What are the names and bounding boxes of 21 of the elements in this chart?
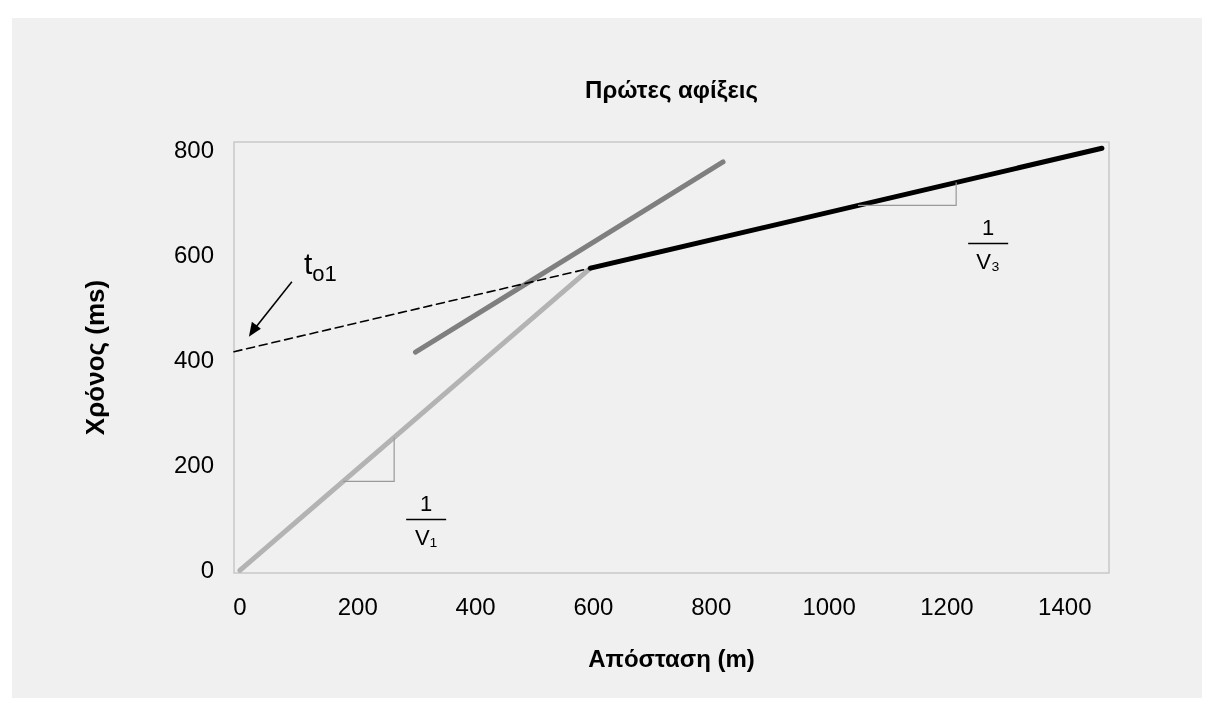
annotation: 1: [420, 491, 433, 517]
y-tick-label: 0: [200, 556, 214, 584]
x-tick-label: 400: [455, 593, 496, 620]
annotation: V₁: [415, 525, 438, 551]
annotation: t$_{o1}$: [303, 246, 337, 286]
x-tick-label: 800: [691, 593, 732, 620]
x-tick-label: 0: [233, 593, 247, 620]
annotation: 1: [982, 215, 995, 241]
annotation: V₃: [976, 249, 1000, 275]
x-tick-label: 1200: [920, 593, 974, 620]
y-tick-label: 400: [173, 346, 214, 374]
x-axis-title: Απόσταση (m): [588, 645, 755, 672]
x-tick-label: 600: [573, 593, 614, 620]
y-tick-label: 800: [173, 135, 214, 163]
x-tick-label: 1000: [802, 593, 856, 620]
chart-title: Πρώτες αφίξεις: [585, 76, 758, 103]
y-axis-title: Χρόνος (ms): [80, 279, 110, 436]
y-tick-label: 600: [173, 241, 214, 269]
x-tick-label: 1400: [1038, 593, 1092, 620]
x-tick-label: 200: [337, 593, 378, 620]
y-tick-label: 200: [173, 451, 214, 479]
